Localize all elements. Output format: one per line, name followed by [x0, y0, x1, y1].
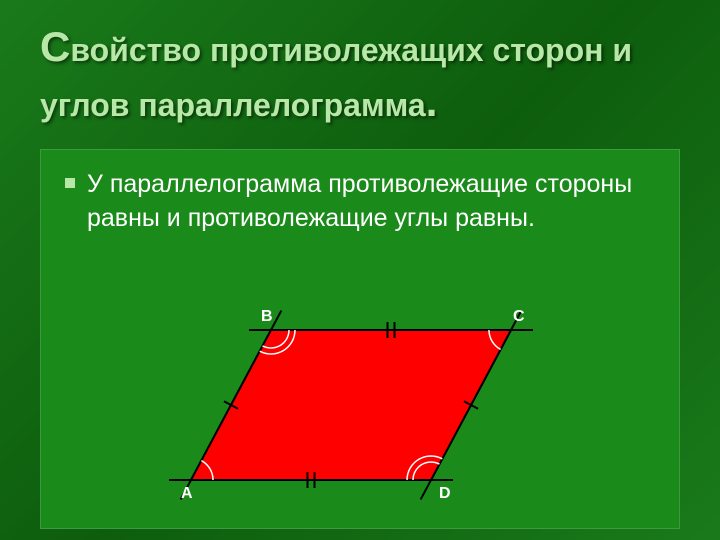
bullet-icon: [65, 178, 75, 188]
bullet-text: У параллелограмма противолежащие стороны…: [87, 168, 655, 236]
parallelogram-diagram: A B C D: [161, 290, 561, 510]
vertex-label-a: A: [181, 485, 193, 503]
content-box: У параллелограмма противолежащие стороны…: [40, 149, 680, 529]
slide: Свойство противолежащих сторон и углов п…: [0, 0, 720, 540]
vertex-label-d: D: [439, 485, 451, 503]
slide-title: Свойство противолежащих сторон и углов п…: [40, 20, 680, 129]
vertex-label-b: B: [261, 308, 273, 326]
diagram-svg: [161, 290, 561, 510]
title-cap: С: [40, 23, 70, 70]
bullet-row: У параллелограмма противолежащие стороны…: [65, 168, 655, 236]
vertex-label-c: C: [513, 308, 525, 326]
title-period: .: [426, 78, 438, 125]
title-rest: войство противолежащих сторон и углов па…: [40, 32, 632, 123]
